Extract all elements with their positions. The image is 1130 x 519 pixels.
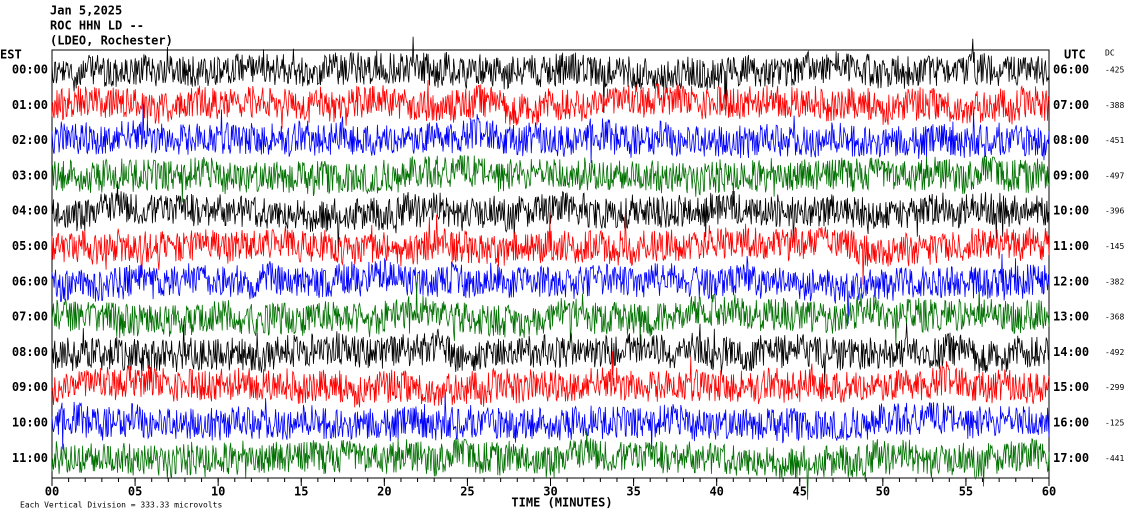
date: Jan 5,2025 [50,4,122,18]
est-label: 03:00 [12,168,48,182]
seismic-trace [51,431,1050,500]
seismic-trace [51,155,1050,203]
x-tick-label: 35 [626,485,640,499]
est-label: 04:00 [12,204,48,218]
utc-label: 08:00 [1053,133,1089,147]
utc-label: 07:00 [1053,98,1089,112]
dc-value: -396 [1105,207,1124,216]
dc-value: -388 [1105,101,1124,110]
x-tick-label: 45 [793,485,807,499]
utc-label: 06:00 [1053,63,1089,77]
seismic-trace [51,395,1050,450]
seismic-trace [51,36,1050,114]
dc-value: -125 [1105,419,1124,428]
dc-value: -451 [1105,136,1124,145]
dc-value: -425 [1105,66,1124,75]
x-tick-label: 60 [1042,485,1056,499]
footer: Each Vertical Division = 333.33 microvol… [20,501,222,510]
x-axis-label: TIME (MINUTES) [511,496,612,510]
dc-value: -382 [1105,277,1124,286]
est-label: 06:00 [12,274,48,288]
x-tick-label: 10 [211,485,225,499]
seismic-trace [51,351,1050,408]
x-tick-label: 30 [543,485,557,499]
x-tick-label: 25 [460,485,474,499]
x-tick-label: 05 [128,485,142,499]
est-label: 10:00 [12,416,48,430]
est-label: 07:00 [12,310,48,324]
est-label: 08:00 [12,345,48,359]
seismic-trace [51,282,1050,349]
dc-value: -497 [1105,171,1124,180]
utc-label: 09:00 [1053,168,1089,182]
traces [51,36,1050,500]
left-axis-label: EST [0,48,22,62]
x-tick-label: 15 [294,485,308,499]
dc-label: DC [1105,49,1115,58]
utc-label: 12:00 [1053,274,1089,288]
utc-label: 16:00 [1053,416,1089,430]
dc-value: -441 [1105,454,1124,463]
utc-label: 14:00 [1053,345,1089,359]
utc-label: 15:00 [1053,380,1089,394]
right-axis-label: UTC [1064,48,1086,62]
est-label: 05:00 [12,239,48,253]
x-tick-label: 50 [876,485,890,499]
seismic-trace [51,212,1050,285]
seismic-trace [51,104,1050,164]
utc-label: 11:00 [1053,239,1089,253]
location: (LDEO, Rochester) [50,34,173,48]
dc-value: -368 [1105,313,1124,322]
est-label: 00:00 [12,63,48,77]
x-tick-label: 55 [959,485,973,499]
x-tick-label: 40 [709,485,723,499]
x-tick-label: 00 [45,485,59,499]
seismic-trace [51,184,1050,253]
est-label: 01:00 [12,98,48,112]
utc-label: 10:00 [1053,204,1089,218]
seismic-trace [51,80,1050,129]
seismic-trace [51,253,1050,324]
utc-label: 17:00 [1053,451,1089,465]
est-label: 11:00 [12,451,48,465]
dc-value: -299 [1105,383,1124,392]
utc-label: 13:00 [1053,310,1089,324]
seismic-trace [51,323,1050,384]
dc-value: -492 [1105,348,1124,357]
dc-value: -145 [1105,242,1124,251]
est-label: 09:00 [12,380,48,394]
x-tick-label: 20 [377,485,391,499]
station: ROC HHN LD -- [50,19,144,33]
est-label: 02:00 [12,133,48,147]
